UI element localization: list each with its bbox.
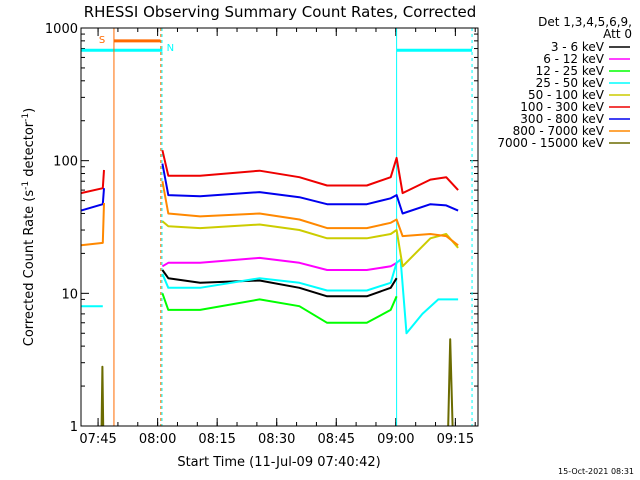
series-line-1 — [161, 256, 398, 271]
legend-entry-label: 800 - 7000 keV — [513, 124, 605, 138]
x-tick-label: 07:45 — [79, 432, 116, 447]
series-line-0 — [161, 269, 398, 298]
plot-frame — [80, 27, 479, 427]
x-tick-label: 09:15 — [437, 432, 474, 447]
x-tick-label: 08:15 — [198, 432, 235, 447]
legend-entry-label: 25 - 50 keV — [536, 76, 605, 90]
legend-entry-label: 100 - 300 keV — [520, 100, 604, 114]
y-axis-label: Corrected Count Rate (s-1 detector-1) — [21, 108, 37, 346]
y-tick-label: 100 — [53, 155, 78, 170]
legend-header-line-1: Det 1,3,4,5,6,9, — [538, 15, 632, 29]
x-tick-labels: 07:45 08:00 08:15 08:30 08:45 09:00 09:15 — [79, 432, 474, 447]
chart-title: RHESSI Observing Summary Count Rates, Co… — [84, 3, 477, 21]
y-axis-label-end: ) — [22, 108, 37, 113]
series-line-6 — [161, 163, 459, 215]
footer-timestamp: 15-Oct-2021 08:31 — [558, 467, 634, 476]
axis-ticks — [81, 27, 478, 427]
y-tick-label: 1 — [70, 420, 78, 435]
x-tick-label: 08:45 — [318, 432, 355, 447]
y-tick-label: 1000 — [45, 22, 78, 37]
series-line-5 — [161, 149, 459, 195]
y-tick-labels: 1 10 100 1000 — [45, 22, 78, 435]
y-tick-label: 10 — [61, 287, 78, 302]
legend-entry-label: 12 - 25 keV — [536, 64, 605, 78]
series-line-7 — [80, 202, 105, 247]
series-line-4 — [161, 220, 459, 268]
series-line-3 — [161, 258, 459, 335]
x-tick-label: 09:00 — [377, 432, 414, 447]
legend-header-line-2: Att 0 — [603, 27, 632, 41]
legend-entry-label: 300 - 800 keV — [520, 112, 604, 126]
series-line-6 — [80, 188, 105, 212]
x-tick-label: 08:00 — [139, 432, 176, 447]
y-axis-label-mid: detector — [22, 121, 37, 181]
status-markers: SN — [81, 28, 473, 426]
y-axis-label-sup2: -1 — [21, 113, 31, 122]
series-line-2 — [161, 292, 398, 324]
plot-area: SN — [80, 27, 479, 427]
y-axis-label-main: Corrected Count Rate (s — [22, 190, 37, 347]
legend-entry-label: 7000 - 15000 keV — [497, 136, 604, 150]
series-line-7 — [161, 181, 459, 247]
x-tick-label: 08:30 — [258, 432, 295, 447]
legend-entry-label: 3 - 6 keV — [551, 40, 605, 54]
legend-entry-label: 50 - 100 keV — [528, 88, 605, 102]
night-marker-label: N — [167, 43, 174, 54]
legend-entry-label: 6 - 12 keV — [543, 52, 605, 66]
x-axis-label: Start Time (11-Jul-09 07:40:42) — [177, 455, 380, 470]
saa-marker-label: S — [99, 35, 105, 46]
series-line-5 — [80, 169, 105, 195]
series-line-8 — [447, 338, 454, 427]
y-axis-label-sup1: -1 — [21, 181, 31, 190]
series-lines — [80, 149, 459, 427]
series-line-8 — [100, 365, 105, 427]
